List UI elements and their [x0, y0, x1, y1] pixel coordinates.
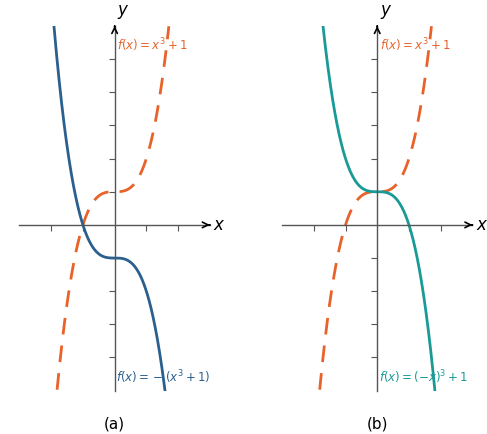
Text: (a): (a)	[104, 416, 125, 431]
Text: $f(x) = x^3 + 1$: $f(x) = x^3 + 1$	[380, 36, 450, 53]
Text: $\mathbf{\mathit{y}}$: $\mathbf{\mathit{y}}$	[117, 3, 130, 21]
Text: (b): (b)	[367, 416, 388, 431]
Text: $f(x) = -(x^3 + 1)$: $f(x) = -(x^3 + 1)$	[116, 368, 210, 386]
Text: $\mathbf{\mathit{y}}$: $\mathbf{\mathit{y}}$	[380, 3, 392, 21]
Text: $\mathbf{\mathit{x}}$: $\mathbf{\mathit{x}}$	[213, 216, 225, 234]
Text: $f(x) = x^3 + 1$: $f(x) = x^3 + 1$	[117, 36, 188, 53]
Text: $f(x)$$= (-x)^3 + 1$: $f(x)$$= (-x)^3 + 1$	[379, 368, 468, 386]
Text: $\mathbf{\mathit{x}}$: $\mathbf{\mathit{x}}$	[476, 216, 487, 234]
